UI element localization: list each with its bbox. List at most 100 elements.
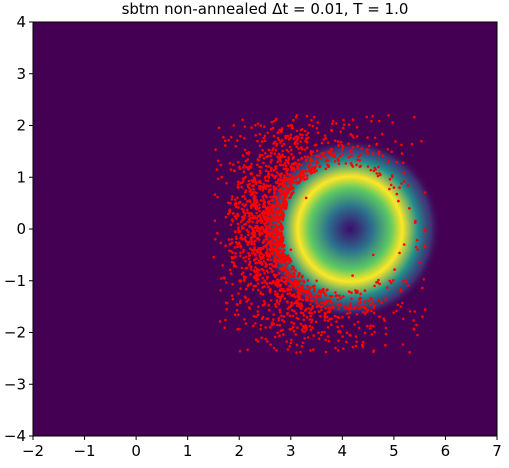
scatter-point xyxy=(320,288,324,292)
scatter-point xyxy=(248,214,251,218)
scatter-point xyxy=(236,206,240,209)
scatter-point xyxy=(257,305,260,309)
scatter-point xyxy=(293,285,297,288)
scatter-point xyxy=(281,154,285,158)
scatter-point xyxy=(247,264,251,267)
scatter-point xyxy=(342,118,345,122)
scatter-point xyxy=(313,287,316,291)
scatter-point xyxy=(309,328,313,332)
scatter-point xyxy=(300,345,304,348)
scatter-point xyxy=(275,283,279,286)
x-tick-label: 6 xyxy=(441,442,451,460)
scatter-point xyxy=(224,244,227,247)
scatter-point xyxy=(290,301,293,304)
scatter-point xyxy=(400,290,403,293)
scatter-point xyxy=(258,132,262,136)
scatter-point xyxy=(290,282,294,286)
scatter-point xyxy=(258,155,262,159)
scatter-point xyxy=(327,306,331,310)
scatter-point xyxy=(259,257,263,261)
scatter-point xyxy=(283,161,287,165)
scatter-point xyxy=(217,126,221,130)
scatter-point xyxy=(402,279,405,283)
scatter-point xyxy=(291,187,295,191)
scatter-point xyxy=(276,331,280,335)
scatter-point xyxy=(214,148,217,151)
scatter-point xyxy=(415,238,419,242)
scatter-point xyxy=(308,162,312,166)
x-tick-label: 5 xyxy=(389,442,399,460)
scatter-point xyxy=(264,337,268,341)
scatter-point xyxy=(240,185,243,189)
scatter-point xyxy=(269,258,273,262)
scatter-point xyxy=(237,180,240,184)
scatter-point xyxy=(272,318,275,321)
scatter-point xyxy=(316,121,320,124)
scatter-point xyxy=(377,152,381,155)
scatter-point xyxy=(377,278,380,282)
scatter-point xyxy=(245,300,249,303)
scatter-point xyxy=(253,270,257,274)
scatter-point xyxy=(286,292,290,296)
scatter-point xyxy=(299,140,302,143)
scatter-point xyxy=(305,137,308,141)
y-tick-label: −4 xyxy=(4,427,26,445)
scatter-point xyxy=(310,312,314,315)
scatter-point xyxy=(280,191,283,195)
scatter-point xyxy=(324,338,327,342)
scatter-point xyxy=(308,159,312,163)
scatter-point xyxy=(216,195,219,199)
scatter-point xyxy=(334,294,338,298)
scatter-point xyxy=(294,333,298,336)
scatter-point xyxy=(363,300,367,303)
scatter-point xyxy=(320,308,323,312)
scatter-point xyxy=(348,333,352,337)
scatter-point xyxy=(279,163,283,167)
scatter-point xyxy=(277,281,280,284)
scatter-point xyxy=(384,326,388,330)
scatter-point xyxy=(302,290,306,293)
scatter-point xyxy=(228,209,231,212)
scatter-point xyxy=(311,305,315,308)
scatter-point xyxy=(315,279,318,283)
scatter-point xyxy=(249,268,253,271)
scatter-point xyxy=(263,285,266,288)
scatter-point xyxy=(369,168,373,172)
scatter-point xyxy=(320,152,323,155)
scatter-point xyxy=(302,318,306,322)
scatter-point xyxy=(287,124,290,127)
scatter-point xyxy=(262,229,266,232)
scatter-point xyxy=(248,165,251,169)
scatter-point xyxy=(276,242,279,245)
scatter-point xyxy=(280,144,284,148)
scatter-point xyxy=(271,248,275,251)
scatter-point xyxy=(267,190,271,194)
scatter-point xyxy=(247,230,250,233)
scatter-point xyxy=(314,298,318,301)
scatter-point xyxy=(339,130,343,134)
scatter-point xyxy=(262,210,266,214)
scatter-point xyxy=(282,182,286,185)
scatter-point xyxy=(415,323,418,327)
scatter-point xyxy=(281,239,284,243)
scatter-point xyxy=(335,320,338,323)
scatter-point xyxy=(281,328,284,332)
scatter-point xyxy=(286,254,290,257)
scatter-point xyxy=(251,220,254,224)
scatter-point xyxy=(256,340,260,343)
scatter-point xyxy=(339,296,343,300)
scatter-point xyxy=(292,118,295,122)
scatter-point xyxy=(263,272,266,275)
scatter-point xyxy=(376,174,380,178)
scatter-point xyxy=(359,153,362,156)
scatter-point xyxy=(218,320,222,323)
scatter-point xyxy=(292,322,296,325)
scatter-point xyxy=(313,166,316,170)
scatter-point xyxy=(255,257,258,260)
scatter-point xyxy=(271,210,274,214)
scatter-point xyxy=(261,304,265,307)
scatter-point xyxy=(270,245,273,248)
scatter-point xyxy=(349,161,353,165)
scatter-point xyxy=(314,320,318,324)
scatter-point xyxy=(260,219,264,222)
